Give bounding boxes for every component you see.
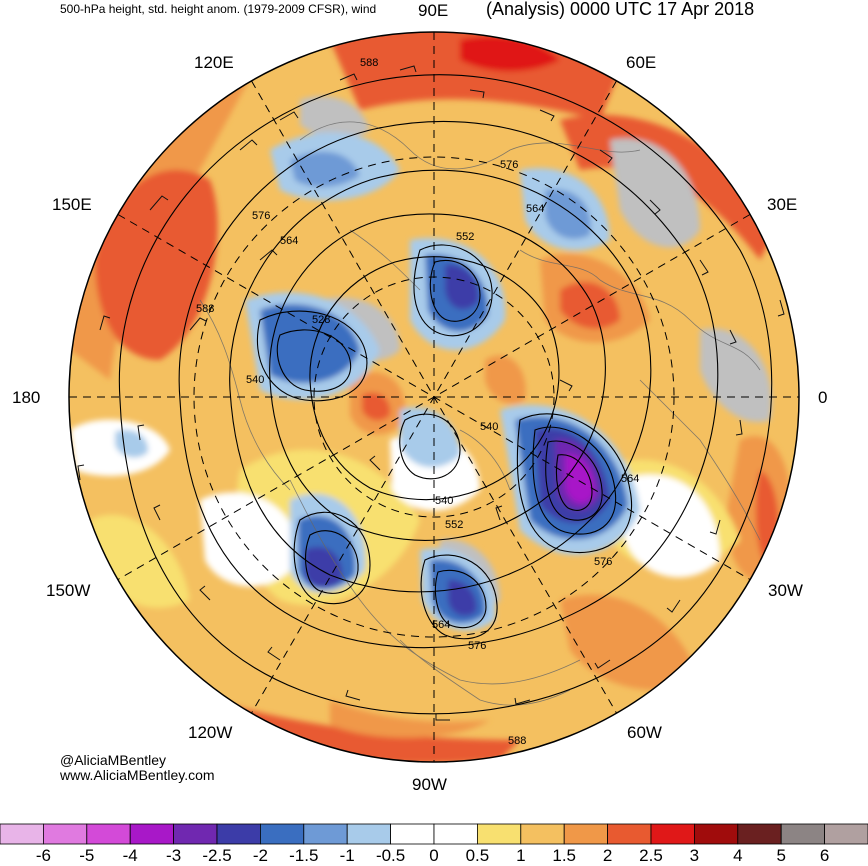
colorbar-tick-label: 4 xyxy=(733,846,743,865)
credit-handle: @AliciaMBentley xyxy=(60,752,167,768)
colorbar-tick-label: -1 xyxy=(339,846,355,865)
colorbar-tick-labels: -6 -5 -4 -3 -2.5 -2 -1.5 -1 -0.5 0 0.5 1 1.5 2 2.5 3 4 5 6 xyxy=(0,846,868,866)
wind-barbs xyxy=(77,65,785,721)
colorbar-swatch xyxy=(650,823,695,845)
colorbar-swatch xyxy=(737,823,782,845)
colorbar-swatch xyxy=(346,823,392,845)
colorbar-tick-label: -4 xyxy=(122,846,138,865)
credit-url: www.AliciaMBentley.com xyxy=(60,767,215,783)
colorbar-tick-label: -2 xyxy=(252,846,268,865)
colorbar-tick-label: 6 xyxy=(819,846,830,865)
colorbar-tick-label: 0.5 xyxy=(465,846,490,865)
colorbar-swatch xyxy=(780,823,826,845)
colorbar-swatch xyxy=(173,823,218,845)
lon-label-180: 180 xyxy=(12,388,40,407)
contour-label: 588 xyxy=(196,303,214,315)
colorbar-tick-label: 2.5 xyxy=(639,846,663,865)
anomaly-colorbar xyxy=(0,823,868,845)
valid-time-title: (Analysis) 0000 UTC 17 Apr 2018 xyxy=(486,0,755,19)
colorbar-swatch xyxy=(259,823,305,845)
lon-label-60w: 60W xyxy=(627,723,662,742)
lon-label-90w: 90W xyxy=(412,775,447,794)
anomaly-shading xyxy=(69,32,799,762)
contour-label: 576 xyxy=(500,159,518,171)
colorbar-swatch xyxy=(520,823,565,845)
colorbar-tick-label: -0.5 xyxy=(375,846,406,865)
lon-label-120e: 120E xyxy=(194,53,234,72)
graticule xyxy=(69,32,799,762)
contour-label: 564 xyxy=(432,619,450,631)
map-boundary xyxy=(68,31,800,763)
contour-label: 588 xyxy=(508,735,526,747)
contour-label: 540 xyxy=(435,495,453,507)
lon-label-30w: 30W xyxy=(768,581,803,600)
colorbar-tick-label: -5 xyxy=(79,846,95,865)
lon-label-150e: 150E xyxy=(52,195,92,214)
contour-label: 552 xyxy=(456,231,474,243)
lon-label-60e: 60E xyxy=(626,53,656,72)
contour-label: 564 xyxy=(280,235,298,247)
lon-label-150w: 150W xyxy=(46,581,90,600)
contour-label: 588 xyxy=(360,57,378,69)
longitude-labels: 90E 60E 30E 0 30W 60W 90W 120W 150W 180 … xyxy=(12,1,827,794)
colorbar-swatch xyxy=(303,823,348,845)
colorbar-swatch xyxy=(563,823,609,845)
colorbar-tick-label: -2.5 xyxy=(202,846,232,865)
colorbar-swatch xyxy=(824,823,868,845)
polar-map: 588 576 564 552 528 540 540 564 576 540 … xyxy=(0,1,868,845)
contour-label: 576 xyxy=(252,210,270,222)
colorbar-tick-label: -1.5 xyxy=(289,846,319,865)
colorbar-swatch xyxy=(433,823,478,845)
contour-value-labels: 588 576 564 552 528 540 540 564 576 540 … xyxy=(196,57,639,747)
colorbar-tick-label: -6 xyxy=(35,846,51,865)
colorbar-swatch xyxy=(390,823,435,845)
lon-label-120w: 120W xyxy=(188,723,232,742)
lon-label-0: 0 xyxy=(818,388,827,407)
colorbar-swatch xyxy=(43,823,88,845)
colorbar-tick-label: 1 xyxy=(516,846,526,865)
contour-label: 576 xyxy=(468,640,486,652)
colorbar-tick-label: 3 xyxy=(689,846,700,865)
colorbar-tick-label: 2 xyxy=(602,846,613,865)
colorbar-tick-label: 1.5 xyxy=(552,846,577,865)
contour-label: 528 xyxy=(312,314,330,326)
colorbar-tick-label: -3 xyxy=(166,846,182,865)
colorbar-swatch xyxy=(0,823,44,845)
contour-label: 564 xyxy=(621,473,639,485)
colorbar-swatch xyxy=(694,823,739,845)
lon-label-90e: 90E xyxy=(418,1,448,20)
contour-label: 540 xyxy=(246,374,264,386)
contour-label: 576 xyxy=(594,556,612,568)
contour-label: 564 xyxy=(526,203,544,215)
colorbar-swatch xyxy=(476,823,522,845)
colorbar-tick-label: 0 xyxy=(429,846,439,865)
contour-label: 552 xyxy=(445,519,463,531)
colorbar-swatch xyxy=(86,823,131,845)
colorbar-swatch xyxy=(129,823,174,845)
map-description: 500-hPa height, std. height anom. (1979-… xyxy=(60,2,377,16)
lon-label-30e: 30E xyxy=(767,195,797,214)
colorbar-tick-label: 5 xyxy=(776,846,786,865)
colorbar-swatch xyxy=(216,823,261,845)
contour-label: 540 xyxy=(480,421,498,433)
colorbar-swatch xyxy=(607,823,652,845)
